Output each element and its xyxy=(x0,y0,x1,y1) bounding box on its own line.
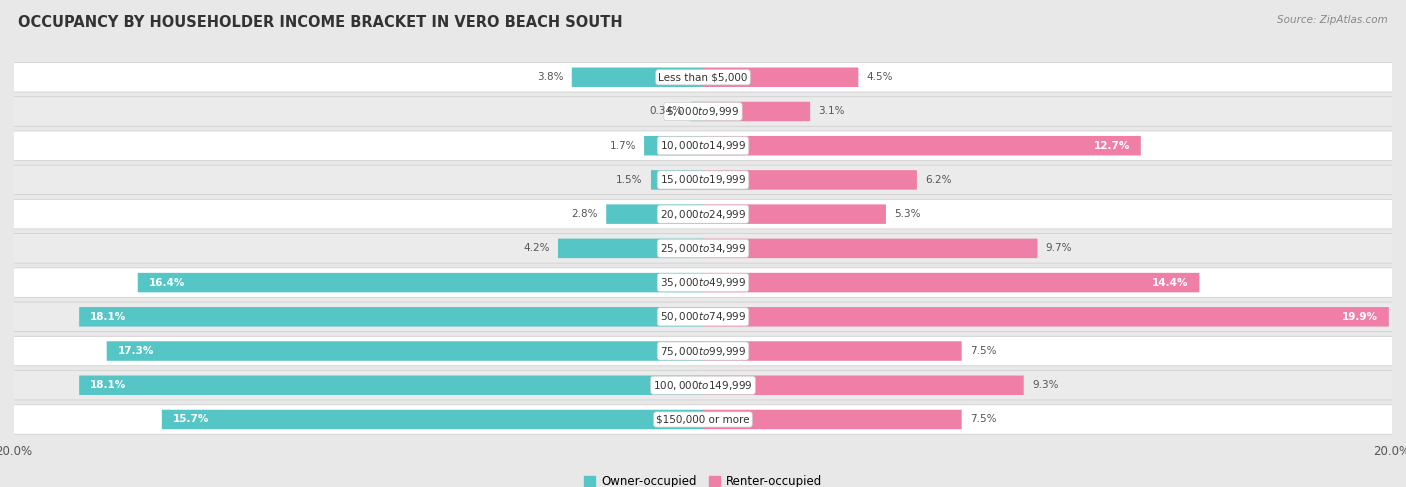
Text: 16.4%: 16.4% xyxy=(149,278,184,288)
Text: 3.8%: 3.8% xyxy=(537,72,564,82)
FancyBboxPatch shape xyxy=(703,136,1140,155)
Text: $15,000 to $19,999: $15,000 to $19,999 xyxy=(659,173,747,187)
Text: 18.1%: 18.1% xyxy=(90,380,127,390)
FancyBboxPatch shape xyxy=(644,136,703,155)
FancyBboxPatch shape xyxy=(703,410,962,429)
FancyBboxPatch shape xyxy=(14,268,1392,297)
FancyBboxPatch shape xyxy=(703,341,962,361)
Text: OCCUPANCY BY HOUSEHOLDER INCOME BRACKET IN VERO BEACH SOUTH: OCCUPANCY BY HOUSEHOLDER INCOME BRACKET … xyxy=(18,15,623,30)
Text: $100,000 to $149,999: $100,000 to $149,999 xyxy=(654,379,752,392)
Text: $35,000 to $49,999: $35,000 to $49,999 xyxy=(659,276,747,289)
Text: $20,000 to $24,999: $20,000 to $24,999 xyxy=(659,207,747,221)
Text: 9.7%: 9.7% xyxy=(1046,244,1073,253)
FancyBboxPatch shape xyxy=(14,131,1392,160)
Text: 15.7%: 15.7% xyxy=(173,414,209,425)
FancyBboxPatch shape xyxy=(703,68,858,87)
Text: 19.9%: 19.9% xyxy=(1343,312,1378,322)
Text: $150,000 or more: $150,000 or more xyxy=(657,414,749,425)
Text: 6.2%: 6.2% xyxy=(925,175,952,185)
FancyBboxPatch shape xyxy=(14,405,1392,434)
Text: 0.34%: 0.34% xyxy=(650,107,683,116)
Text: 1.7%: 1.7% xyxy=(609,141,636,150)
Text: $5,000 to $9,999: $5,000 to $9,999 xyxy=(666,105,740,118)
FancyBboxPatch shape xyxy=(79,375,703,395)
Text: $25,000 to $34,999: $25,000 to $34,999 xyxy=(659,242,747,255)
Text: 2.8%: 2.8% xyxy=(571,209,598,219)
FancyBboxPatch shape xyxy=(14,62,1392,92)
Text: 7.5%: 7.5% xyxy=(970,346,997,356)
FancyBboxPatch shape xyxy=(14,165,1392,195)
FancyBboxPatch shape xyxy=(14,337,1392,366)
FancyBboxPatch shape xyxy=(162,410,703,429)
FancyBboxPatch shape xyxy=(14,302,1392,332)
FancyBboxPatch shape xyxy=(651,170,703,189)
FancyBboxPatch shape xyxy=(107,341,703,361)
FancyBboxPatch shape xyxy=(572,68,703,87)
Text: $50,000 to $74,999: $50,000 to $74,999 xyxy=(659,310,747,323)
Text: 9.3%: 9.3% xyxy=(1032,380,1059,390)
Text: 4.2%: 4.2% xyxy=(523,244,550,253)
FancyBboxPatch shape xyxy=(606,205,703,224)
Text: $75,000 to $99,999: $75,000 to $99,999 xyxy=(659,344,747,357)
Text: 12.7%: 12.7% xyxy=(1094,141,1130,150)
FancyBboxPatch shape xyxy=(703,307,1389,327)
FancyBboxPatch shape xyxy=(703,375,1024,395)
Text: 5.3%: 5.3% xyxy=(894,209,921,219)
FancyBboxPatch shape xyxy=(703,102,810,121)
Text: 1.5%: 1.5% xyxy=(616,175,643,185)
FancyBboxPatch shape xyxy=(558,239,703,258)
FancyBboxPatch shape xyxy=(138,273,703,292)
FancyBboxPatch shape xyxy=(703,273,1199,292)
FancyBboxPatch shape xyxy=(14,371,1392,400)
Text: 4.5%: 4.5% xyxy=(866,72,893,82)
FancyBboxPatch shape xyxy=(703,170,917,189)
Text: 17.3%: 17.3% xyxy=(117,346,153,356)
Text: $10,000 to $14,999: $10,000 to $14,999 xyxy=(659,139,747,152)
Text: 7.5%: 7.5% xyxy=(970,414,997,425)
FancyBboxPatch shape xyxy=(79,307,703,327)
Text: 18.1%: 18.1% xyxy=(90,312,127,322)
Legend: Owner-occupied, Renter-occupied: Owner-occupied, Renter-occupied xyxy=(579,471,827,487)
Text: 3.1%: 3.1% xyxy=(818,107,845,116)
FancyBboxPatch shape xyxy=(14,234,1392,263)
FancyBboxPatch shape xyxy=(703,239,1038,258)
Text: 14.4%: 14.4% xyxy=(1152,278,1188,288)
FancyBboxPatch shape xyxy=(14,97,1392,126)
Text: Source: ZipAtlas.com: Source: ZipAtlas.com xyxy=(1277,15,1388,25)
FancyBboxPatch shape xyxy=(690,102,703,121)
FancyBboxPatch shape xyxy=(14,200,1392,229)
FancyBboxPatch shape xyxy=(703,205,886,224)
Text: Less than $5,000: Less than $5,000 xyxy=(658,72,748,82)
